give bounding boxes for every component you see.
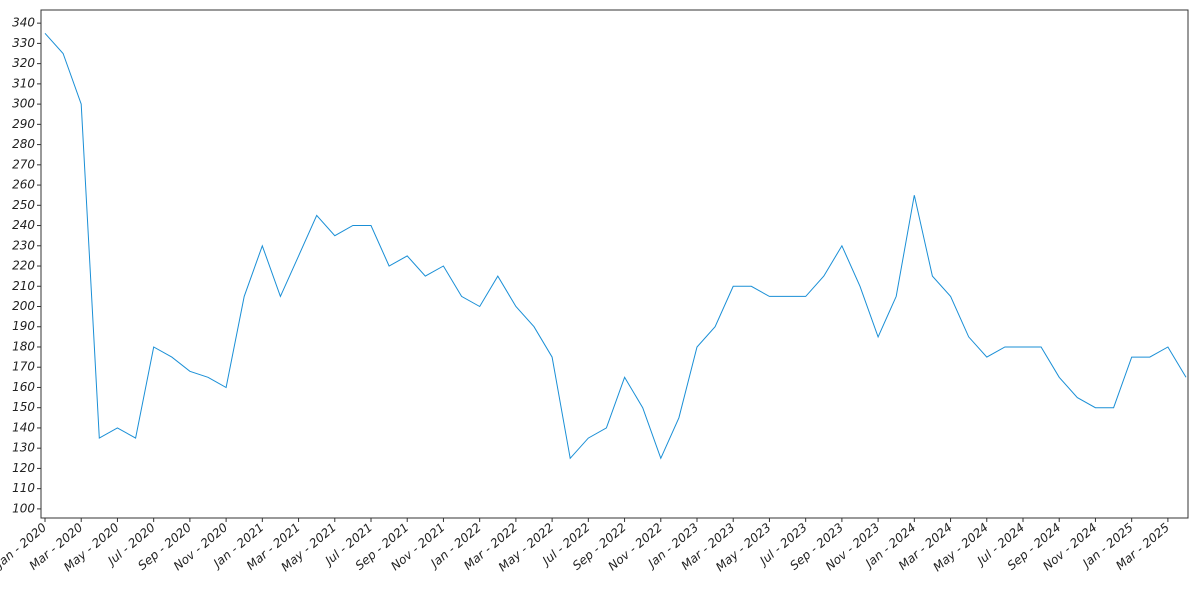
y-tick-label: 210 [12, 279, 35, 293]
y-tick-label: 170 [12, 360, 35, 374]
y-tick-label: 290 [12, 117, 35, 131]
y-tick-label: 260 [12, 178, 35, 192]
y-tick-label: 110 [12, 481, 35, 495]
y-tick-label: 220 [12, 259, 35, 273]
y-tick-label: 330 [12, 36, 35, 50]
y-tick-label: 130 [12, 441, 35, 455]
y-tick-label: 190 [12, 319, 35, 333]
line-series [44, 32, 1187, 460]
y-tick-label: 160 [12, 380, 35, 394]
y-tick-label: 280 [12, 137, 35, 151]
y-tick-label: 300 [12, 97, 35, 111]
y-tick-label: 250 [12, 198, 35, 212]
y-tick-label: 230 [12, 238, 35, 252]
y-tick-label: 310 [12, 76, 35, 90]
plot-frame [40, 9, 1189, 519]
y-tick-label: 140 [12, 420, 35, 434]
y-tick-label: 320 [12, 56, 35, 70]
y-tick-label: 100 [12, 501, 35, 515]
y-tick-label: 180 [12, 339, 35, 353]
y-tick-label: 120 [12, 461, 35, 475]
y-tick-label: 240 [12, 218, 35, 232]
y-tick-label: 270 [12, 157, 35, 171]
y-tick-label: 340 [12, 16, 35, 30]
y-tick-label: 200 [12, 299, 35, 313]
y-tick-label: 150 [12, 400, 35, 414]
